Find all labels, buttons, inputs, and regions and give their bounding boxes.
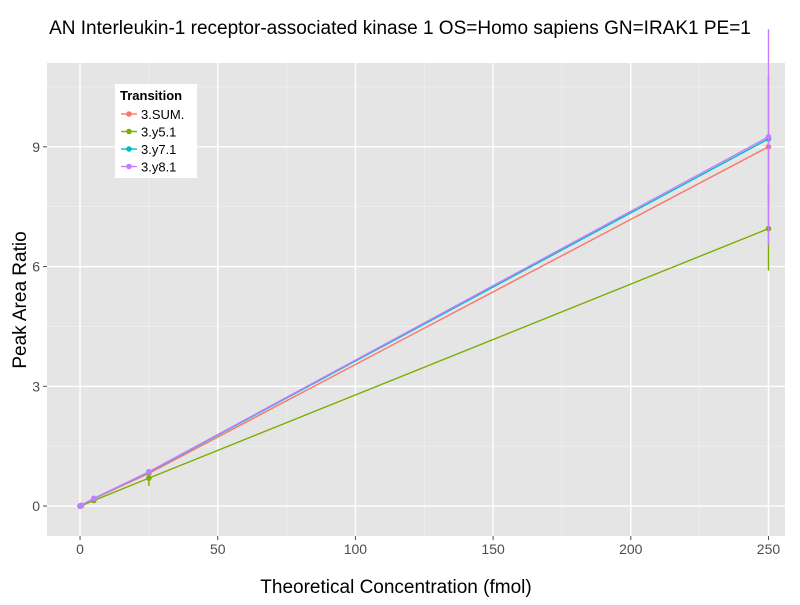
series-layer bbox=[77, 29, 772, 509]
legend-key-point bbox=[126, 128, 132, 135]
data-point bbox=[146, 475, 152, 481]
y-tick-label: 3 bbox=[32, 378, 40, 394]
ticks-layer: 0 50 100 150 200 250 0 3 6 9 bbox=[32, 139, 780, 557]
y-tick-label: 9 bbox=[32, 139, 40, 155]
y-axis-title: Peak Area Ratio bbox=[10, 231, 31, 368]
x-tick-label: 0 bbox=[76, 541, 84, 557]
data-point bbox=[146, 468, 152, 475]
legend-item: 3.y5.1 bbox=[121, 125, 176, 140]
legend: Transition 3.SUM. 3.y5.1 3.y7.1 3.y8.1 bbox=[115, 84, 197, 178]
x-tick-label: 100 bbox=[344, 541, 368, 557]
legend-items: 3.SUM. 3.y5.1 3.y7.1 3.y8.1 bbox=[121, 107, 184, 175]
legend-item: 3.y7.1 bbox=[121, 142, 176, 157]
legend-key-point bbox=[126, 163, 132, 170]
x-tick-label: 150 bbox=[481, 541, 505, 557]
chart-title: AN Interleukin-1 receptor-associated kin… bbox=[49, 18, 751, 39]
y-tick-label: 6 bbox=[32, 259, 40, 275]
data-point bbox=[78, 502, 85, 509]
legend-label: 3.y7.1 bbox=[141, 142, 176, 157]
legend-label: 3.y8.1 bbox=[141, 160, 176, 175]
legend-label: 3.y5.1 bbox=[141, 125, 176, 140]
x-tick-label: 50 bbox=[210, 541, 226, 557]
legend-key-point bbox=[126, 111, 132, 117]
x-tick-label: 250 bbox=[757, 541, 781, 557]
legend-label: 3.SUM. bbox=[141, 107, 184, 122]
legend-item: 3.SUM. bbox=[121, 107, 184, 122]
x-tick-label: 200 bbox=[619, 541, 643, 557]
data-point bbox=[765, 134, 772, 140]
legend-key-point bbox=[126, 146, 132, 152]
series-3-y8-1 bbox=[77, 29, 772, 509]
legend-title: Transition bbox=[120, 88, 182, 103]
data-point bbox=[91, 495, 97, 502]
x-axis-title: Theoretical Concentration (fmol) bbox=[260, 577, 531, 598]
legend-item: 3.y8.1 bbox=[121, 160, 176, 175]
y-tick-label: 0 bbox=[32, 498, 40, 514]
